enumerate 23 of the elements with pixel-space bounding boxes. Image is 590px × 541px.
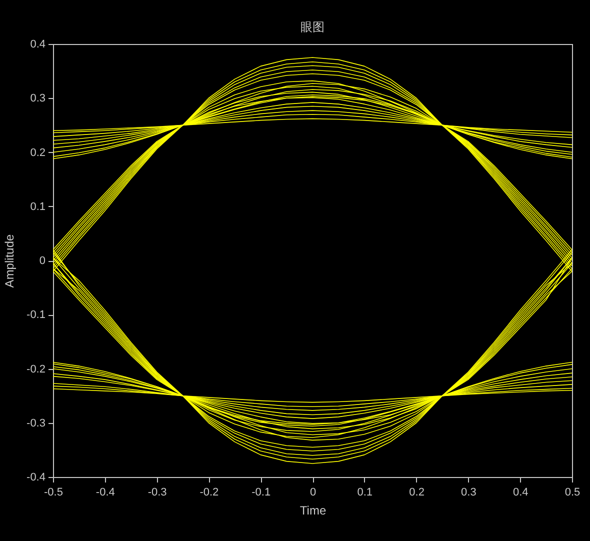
x-tick-label: 0.1 bbox=[357, 486, 373, 498]
y-tick-label: 0.3 bbox=[30, 92, 46, 105]
x-tick-label: 0.4 bbox=[512, 486, 528, 498]
y-tick-label: -0.4 bbox=[26, 472, 46, 484]
y-tick-label: 0.2 bbox=[30, 146, 46, 159]
y-axis-title: Amplitude bbox=[2, 234, 17, 288]
x-tick-label: -0.4 bbox=[96, 486, 115, 498]
x-tick-label: 0.5 bbox=[564, 486, 580, 498]
y-tick-label: 0.1 bbox=[30, 200, 46, 213]
x-tick-label: 0.2 bbox=[409, 486, 424, 498]
x-tick-label: -0.1 bbox=[252, 486, 271, 498]
x-tick-label: -0.3 bbox=[148, 486, 167, 498]
chart-title: 眼图 bbox=[300, 20, 324, 34]
y-tick-label: -0.2 bbox=[26, 363, 46, 376]
y-tick-label: 0 bbox=[39, 255, 46, 267]
y-tick-label: 0.4 bbox=[30, 38, 46, 50]
y-tick-label: -0.1 bbox=[26, 309, 46, 322]
y-tick-label: -0.3 bbox=[26, 417, 46, 430]
x-tick-label: -0.5 bbox=[44, 486, 63, 498]
x-axis-title: Time bbox=[300, 504, 326, 518]
x-tick-label: -0.2 bbox=[200, 486, 219, 498]
x-tick-label: 0 bbox=[310, 486, 316, 498]
x-tick-label: 0.3 bbox=[461, 486, 476, 498]
